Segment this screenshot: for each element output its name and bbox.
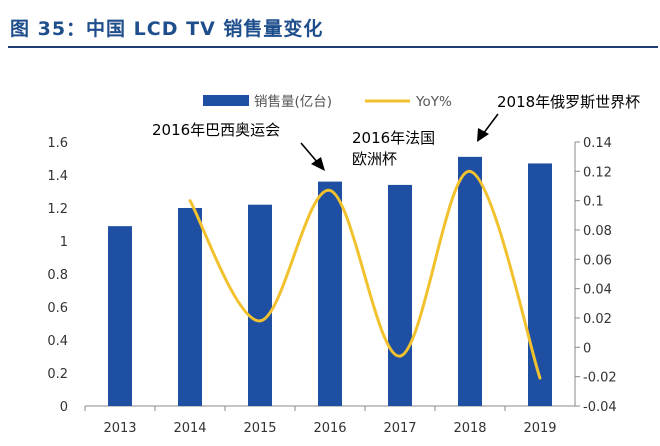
yoy-line [188,169,542,380]
annotation-arrow-head [477,128,489,142]
x-tick-label: 2015 [243,421,276,436]
bar [528,163,552,406]
left-tick-label: 1.4 [47,169,68,184]
chart-legend: 销售量(亿台) YoY% [203,94,452,110]
bar [108,226,132,406]
x-axis-ticks: 2013 2014 2015 2016 2017 2018 2019 [84,406,557,436]
right-tick-label: 0.04 [583,283,612,298]
right-axis-ticks: -0.04 -0.02 0 0.02 0.04 0.06 0.08 0.1 0.12 0.14 [575,136,617,415]
x-tick-label: 2018 [453,421,486,436]
left-tick-label: 1.6 [47,136,68,151]
right-tick-label: 0.12 [583,165,612,180]
left-tick-label: 1 [60,235,68,250]
annotation-world-cup: 2018年俄罗斯世界杯 [497,93,640,111]
right-tick-label: -0.02 [583,371,617,386]
bar [458,156,482,406]
x-tick-label: 2016 [313,421,346,436]
bar [248,204,272,406]
bar-series [108,156,552,406]
x-tick-label: 2017 [383,421,416,436]
annotation-arrow-shaft [300,142,319,164]
figure-title: 图 35：中国 LCD TV 销售量变化 [10,18,324,40]
right-tick-label: 0.14 [583,136,612,151]
annotation-rio-olympics: 2016年巴西奥运会 [152,121,280,139]
annotation-euro-cup-line2: 欧洲杯 [352,150,397,168]
left-tick-label: 0.2 [47,367,68,382]
left-axis-ticks: 0 0.2 0.4 0.6 0.8 1 1.2 1.4 1.6 [47,136,68,415]
right-tick-label: 0.02 [583,312,612,327]
right-tick-label: 0.1 [583,195,604,210]
legend-bar-swatch [203,95,249,106]
annotations: 2016年巴西奥运会 2016年法国 欧洲杯 2018年俄罗斯世界杯 [152,93,640,171]
left-tick-label: 0 [60,400,68,415]
annotation-arrow-shaft [482,113,499,135]
bar [318,181,342,406]
right-tick-label: 0.06 [583,253,612,268]
right-tick-label: 0 [583,341,591,356]
right-tick-label: -0.04 [583,400,617,415]
bar [178,208,202,406]
left-tick-label: 1.2 [47,202,68,217]
left-tick-label: 0.6 [47,301,68,316]
x-tick-label: 2014 [173,421,206,436]
x-tick-label: 2013 [103,421,136,436]
bar [388,184,412,406]
annotation-arrow-head [311,157,325,171]
legend-bar-label: 销售量(亿台) [254,94,332,110]
left-tick-label: 0.4 [47,334,68,349]
x-tick-label: 2019 [523,421,556,436]
legend-line-label: YoY% [415,94,452,110]
right-tick-label: 0.08 [583,224,612,239]
annotation-euro-cup-line1: 2016年法国 [352,129,435,147]
title-divider [8,46,658,48]
left-tick-label: 0.8 [47,268,68,283]
